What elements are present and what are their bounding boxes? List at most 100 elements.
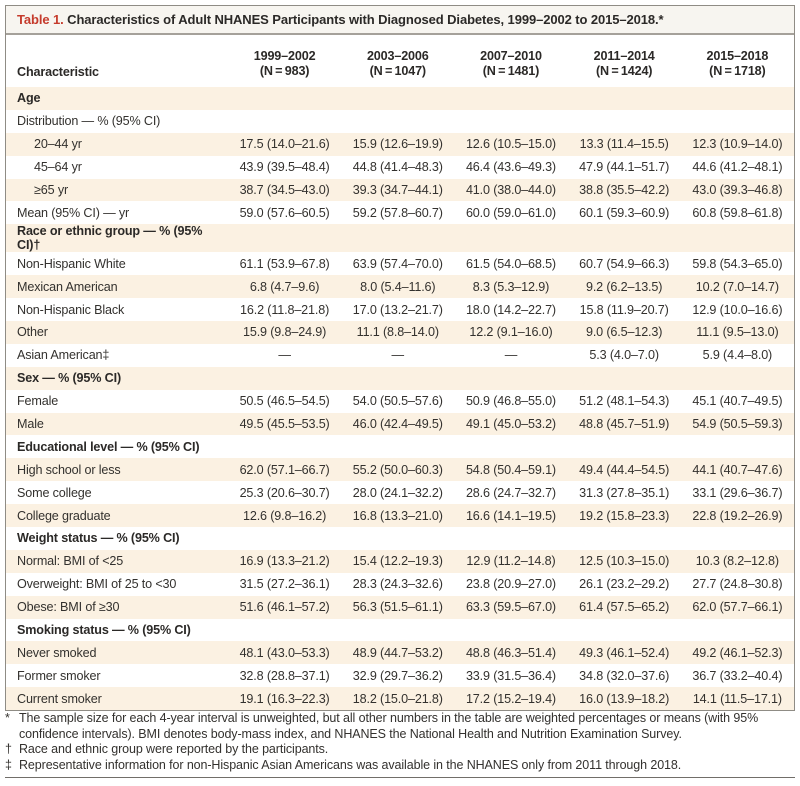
cell-value: 22.8 (19.2–26.9) bbox=[692, 508, 783, 523]
row-label: Obese: BMI of ≥30 bbox=[17, 600, 120, 615]
cell-value bbox=[228, 87, 341, 110]
cell-value: 8.0 (5.4–11.6) bbox=[360, 279, 436, 294]
row-label: High school or less bbox=[17, 462, 121, 477]
cell-value: 48.1 (43.0–53.3) bbox=[239, 645, 330, 660]
cell-value: 44.6 (41.2–48.1) bbox=[692, 160, 783, 175]
cell-value: 6.8 (4.7–9.6) bbox=[249, 279, 320, 294]
row-label: Sex — % (95% CI) bbox=[17, 371, 121, 386]
table-row: Female 50.5 (46.5–54.5) 54.0 (50.5–57.6) 50… bbox=[6, 389, 794, 413]
cell-value: 49.5 (45.5–53.5) bbox=[239, 417, 330, 432]
cell-value: 60.1 (59.3–60.9) bbox=[579, 205, 670, 220]
cell-value bbox=[228, 224, 341, 252]
cell-value: 12.3 (10.9–14.0) bbox=[692, 137, 783, 152]
row-label: Mean (95% CI) — yr bbox=[17, 205, 130, 220]
cell-value: 59.8 (54.3–65.0) bbox=[692, 256, 783, 271]
row-label: Educational level — % (95% CI) bbox=[17, 439, 200, 454]
cell-value: 44.1 (40.7–47.6) bbox=[692, 462, 783, 477]
cell-value: 36.7 (33.2–40.4) bbox=[692, 668, 783, 683]
row-label: 20–44 yr bbox=[34, 137, 82, 152]
cell-value: 23.8 (20.9–27.0) bbox=[465, 577, 556, 592]
cell-value: 63.3 (59.5–67.0) bbox=[465, 600, 556, 615]
cell-value: 18.0 (14.2–22.7) bbox=[465, 302, 556, 317]
cell-value: 19.1 (16.3–22.3) bbox=[239, 691, 330, 706]
cell-value: 59.0 (57.6–60.5) bbox=[239, 205, 330, 220]
cell-value: 33.1 (29.6–36.7) bbox=[692, 485, 783, 500]
table-row: Male 49.5 (45.5–53.5) 46.0 (42.4–49.5) 49.1… bbox=[6, 412, 794, 436]
cell-value bbox=[454, 435, 567, 458]
cell-value: 8.3 (5.3–12.9) bbox=[472, 279, 550, 294]
cell-value: 43.0 (39.3–46.8) bbox=[692, 183, 783, 197]
column-header-period: 2011–2014 (N = 1424) bbox=[568, 35, 681, 87]
period-sample-size: (N = 1047) bbox=[369, 64, 427, 78]
cell-value: 55.2 (50.0–60.3) bbox=[352, 462, 443, 477]
cell-value: 12.9 (11.2–14.8) bbox=[466, 554, 556, 569]
row-label: Smoking status — % (95% CI) bbox=[17, 623, 191, 638]
table-row: Non-Hispanic Black 16.2 (11.8–21.8) 17.0 (… bbox=[6, 298, 794, 322]
row-label: Distribution — % (95% CI) bbox=[17, 114, 161, 129]
cell-value: 27.7 (24.8–30.8) bbox=[692, 577, 783, 592]
cell-value: 54.9 (50.5–59.3) bbox=[692, 417, 783, 432]
footnotes: * The sample size for each 4-year interva… bbox=[5, 711, 795, 773]
cell-value: 49.1 (45.0–53.2) bbox=[465, 417, 556, 432]
cell-value: 12.2 (9.1–16.0) bbox=[469, 325, 553, 340]
cell-value: 12.6 (9.8–16.2) bbox=[243, 508, 327, 523]
cell-value: 33.9 (31.5–36.4) bbox=[465, 668, 556, 683]
table-row: Mean (95% CI) — yr 59.0 (57.6–60.5) 59.2 (… bbox=[6, 201, 794, 225]
cell-value: 62.0 (57.1–66.7) bbox=[239, 462, 330, 477]
table-header-row: Characteristic 1999–2002 (N = 983) 2003–20… bbox=[6, 35, 794, 87]
footnote-marker: ‡ bbox=[5, 757, 12, 772]
table-row: Never smoked 48.1 (43.0–53.3) 48.9 (44.7–5… bbox=[6, 641, 794, 665]
table-row: ≥65 yr 38.7 (34.5–43.0) 39.3 (34.7–44.1) 41… bbox=[6, 178, 794, 202]
cell-value: 49.3 (46.1–52.4) bbox=[579, 645, 670, 660]
row-label: Former smoker bbox=[17, 668, 101, 683]
table-title-bar: Table 1. Characteristics of Adult NHANES… bbox=[6, 6, 794, 35]
cell-value: 44.8 (41.4–48.3) bbox=[352, 160, 443, 175]
row-label: Current smoker bbox=[17, 691, 102, 706]
column-header-period: 2015–2018 (N = 1718) bbox=[681, 35, 794, 87]
cell-value: 31.5 (27.2–36.1) bbox=[239, 577, 330, 592]
table-row: College graduate 12.6 (9.8–16.2) 16.8 (13.… bbox=[6, 504, 794, 528]
table-row: Race or ethnic group — % (95% CI)† bbox=[6, 224, 794, 253]
cell-value: 10.2 (7.0–14.7) bbox=[695, 279, 779, 294]
cell-value: 54.8 (50.4–59.1) bbox=[465, 462, 556, 477]
cell-value: 12.9 (10.0–16.6) bbox=[692, 302, 783, 317]
row-label: 45–64 yr bbox=[34, 160, 82, 175]
period-range: 2011–2014 bbox=[593, 49, 655, 63]
table-row: Current smoker 19.1 (16.3–22.3) 18.2 (15.0… bbox=[6, 687, 794, 711]
table-row: Normal: BMI of <25 16.9 (13.3–21.2) 15.4 (… bbox=[6, 549, 794, 573]
cell-value bbox=[228, 435, 341, 458]
table-row: 45–64 yr 43.9 (39.5–48.4) 44.8 (41.4–48.3)… bbox=[6, 155, 794, 179]
cell-value: 51.6 (46.1–57.2) bbox=[239, 600, 330, 615]
row-label: Non-Hispanic White bbox=[17, 256, 126, 271]
footnote-marker: † bbox=[5, 742, 12, 756]
cell-value: 18.2 (15.0–21.8) bbox=[352, 691, 443, 706]
cell-value bbox=[228, 367, 341, 390]
row-label: Male bbox=[17, 417, 44, 432]
cell-value: 15.9 (12.6–19.9) bbox=[352, 137, 443, 152]
table-row: Smoking status — % (95% CI) bbox=[6, 618, 794, 642]
footnote: † Race and ethnic group were reported by … bbox=[5, 742, 795, 758]
cell-value: — bbox=[278, 348, 291, 363]
cell-value: 13.3 (11.4–15.5) bbox=[579, 137, 669, 152]
row-label: Never smoked bbox=[17, 645, 97, 660]
cell-value: 61.1 (53.9–67.8) bbox=[239, 256, 330, 271]
cell-value bbox=[568, 224, 681, 252]
cell-value: 56.3 (51.5–61.1) bbox=[352, 600, 443, 615]
cell-value: 17.2 (15.2–19.4) bbox=[465, 691, 556, 706]
cell-value: 28.3 (24.3–32.6) bbox=[352, 577, 443, 592]
row-label: Non-Hispanic Black bbox=[17, 302, 125, 317]
cell-value bbox=[568, 110, 681, 133]
cell-value: 32.9 (29.7–36.2) bbox=[352, 668, 443, 683]
cell-value: 43.9 (39.5–48.4) bbox=[239, 160, 330, 175]
table-row: Educational level — % (95% CI) bbox=[6, 435, 794, 459]
characteristics-table: Characteristic 1999–2002 (N = 983) 2003–20… bbox=[6, 35, 794, 711]
row-label: Mexican American bbox=[17, 279, 118, 294]
table-row: Former smoker 32.8 (28.8–37.1) 32.9 (29.7–… bbox=[6, 664, 794, 688]
cell-value: 31.3 (27.8–35.1) bbox=[579, 485, 670, 500]
cell-value: 16.9 (13.3–21.2) bbox=[239, 554, 330, 569]
footnote: * The sample size for each 4-year interva… bbox=[5, 711, 795, 742]
cell-value: 51.2 (48.1–54.3) bbox=[579, 394, 670, 409]
cell-value: 54.0 (50.5–57.6) bbox=[352, 394, 443, 409]
cell-value: 48.8 (45.7–51.9) bbox=[579, 417, 670, 432]
period-range: 2015–2018 bbox=[706, 49, 769, 63]
